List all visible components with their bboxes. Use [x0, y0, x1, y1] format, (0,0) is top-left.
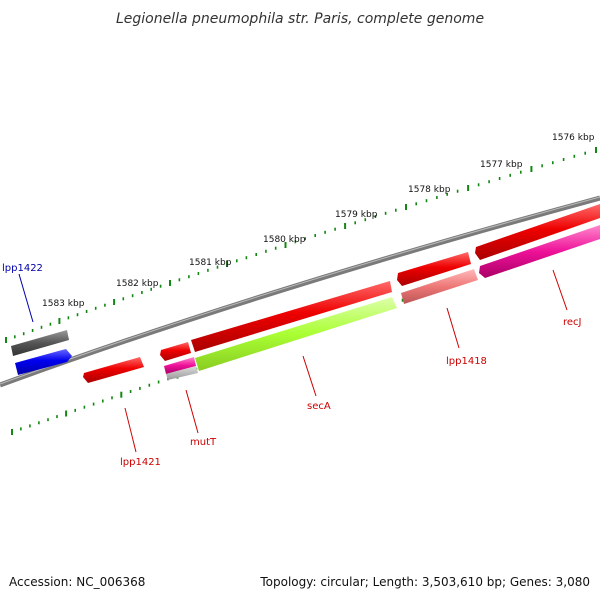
genome-backbone-highlight: [0, 196, 600, 385]
footer-accession: Accession: NC_006368: [9, 575, 145, 589]
gene-lpp1422-blue[interactable]: [15, 349, 72, 375]
gene-lpp1418[interactable]: [401, 269, 478, 304]
label-lpp1418[interactable]: lpp1418: [446, 356, 487, 367]
tick-label-1577: 1577 kbp: [480, 160, 523, 170]
scale-tick-labels: 1576 kbp 1577 kbp 1578 kbp 1579 kbp 1580…: [42, 133, 595, 309]
label-secA[interactable]: secA: [307, 401, 331, 412]
gene-recJ[interactable]: [479, 225, 600, 278]
gene-red-upper-1[interactable]: [191, 281, 392, 352]
leader-recJ: [552, 269, 568, 311]
genome-backbone: [0, 195, 600, 388]
tick-label-1583: 1583 kbp: [42, 299, 85, 309]
gene-red-upper-3[interactable]: [475, 204, 600, 260]
tick-label-1580: 1580 kbp: [263, 235, 306, 245]
label-recJ[interactable]: recJ: [563, 317, 582, 328]
leader-lpp1418: [446, 307, 460, 349]
gene-lpp1421[interactable]: [83, 357, 144, 383]
label-lpp1422[interactable]: lpp1422: [2, 263, 43, 274]
map-title: Legionella pneumophila str. Paris, compl…: [116, 11, 484, 27]
gene-secA[interactable]: [195, 297, 397, 371]
tick-label-1581: 1581 kbp: [189, 258, 232, 268]
outer-scale-ticks: [5, 147, 597, 343]
gene-lpp1422-gray[interactable]: [11, 330, 69, 356]
label-lpp1421[interactable]: lpp1421: [120, 457, 161, 468]
leader-mutT: [185, 389, 199, 434]
tick-label-1579: 1579 kbp: [335, 210, 378, 220]
gene-red-upper-2[interactable]: [397, 252, 471, 286]
gene-red-small[interactable]: [160, 342, 191, 361]
tick-label-1578: 1578 kbp: [408, 185, 451, 195]
leader-secA: [302, 355, 317, 397]
footer-topology: Topology: circular; Length: 3,503,610 bp…: [259, 575, 590, 589]
tick-label-1576: 1576 kbp: [552, 133, 595, 143]
leader-lpp1421: [124, 407, 137, 453]
leader-lpp1422: [18, 273, 34, 323]
gene-mutT[interactable]: [164, 357, 198, 380]
tick-label-1582: 1582 kbp: [116, 279, 159, 289]
label-mutT[interactable]: mutT: [190, 437, 217, 448]
